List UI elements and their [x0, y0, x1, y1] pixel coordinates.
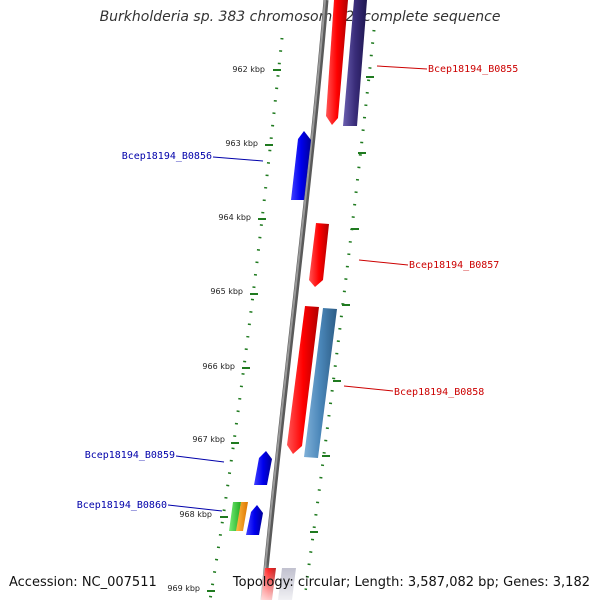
gene-b0856[interactable]: [291, 131, 311, 200]
tick-966: 966 kbp: [202, 362, 250, 371]
tick-964: 964 kbp: [218, 213, 266, 222]
gene-b0860[interactable]: [229, 502, 263, 535]
tick-962: 962 kbp: [232, 65, 281, 74]
gene-b0859[interactable]: [254, 451, 272, 485]
tick-label-963: 963 kbp: [225, 139, 258, 148]
tick-969: 969 kbp: [167, 584, 215, 593]
tick-label-969: 969 kbp: [167, 584, 200, 593]
gene-b0858[interactable]: [287, 306, 337, 458]
guide-track-left: [208, 37, 284, 600]
tick-label-967: 967 kbp: [192, 435, 225, 444]
tick-label-965: 965 kbp: [210, 287, 243, 296]
tick-965: 965 kbp: [210, 287, 258, 296]
accession-text: Accession: NC_007511: [9, 575, 157, 590]
tick-label-968: 968 kbp: [179, 510, 212, 519]
gene-b0857[interactable]: [309, 223, 329, 287]
gene-label-b0856[interactable]: Bcep18194_B0856: [122, 151, 212, 162]
right-track-ticks: [310, 76, 374, 533]
gene-label-b0859[interactable]: Bcep18194_B0859: [85, 450, 175, 461]
sequence-summary: Topology: circular; Length: 3,587,082 bp…: [232, 575, 590, 590]
tick-967: 967 kbp: [192, 435, 239, 444]
tick-968: 968 kbp: [179, 510, 228, 519]
gene-b0855[interactable]: [326, 0, 367, 126]
gene-bottom-partial: [255, 562, 305, 600]
gene-label-b0858[interactable]: Bcep18194_B0858: [394, 387, 484, 398]
page-title: Burkholderia sp. 383 chromosome 2, compl…: [99, 9, 501, 25]
backbone: [260, 0, 329, 600]
tick-963: 963 kbp: [225, 139, 273, 148]
tick-label-964: 964 kbp: [218, 213, 251, 222]
tick-label-966: 966 kbp: [202, 362, 235, 371]
leader-lines: [167, 65, 428, 512]
gene-label-b0855[interactable]: Bcep18194_B0855: [428, 64, 518, 75]
gene-label-b0860[interactable]: Bcep18194_B0860: [77, 500, 167, 511]
tick-label-962: 962 kbp: [232, 65, 265, 74]
gene-label-b0857[interactable]: Bcep18194_B0857: [409, 260, 499, 271]
